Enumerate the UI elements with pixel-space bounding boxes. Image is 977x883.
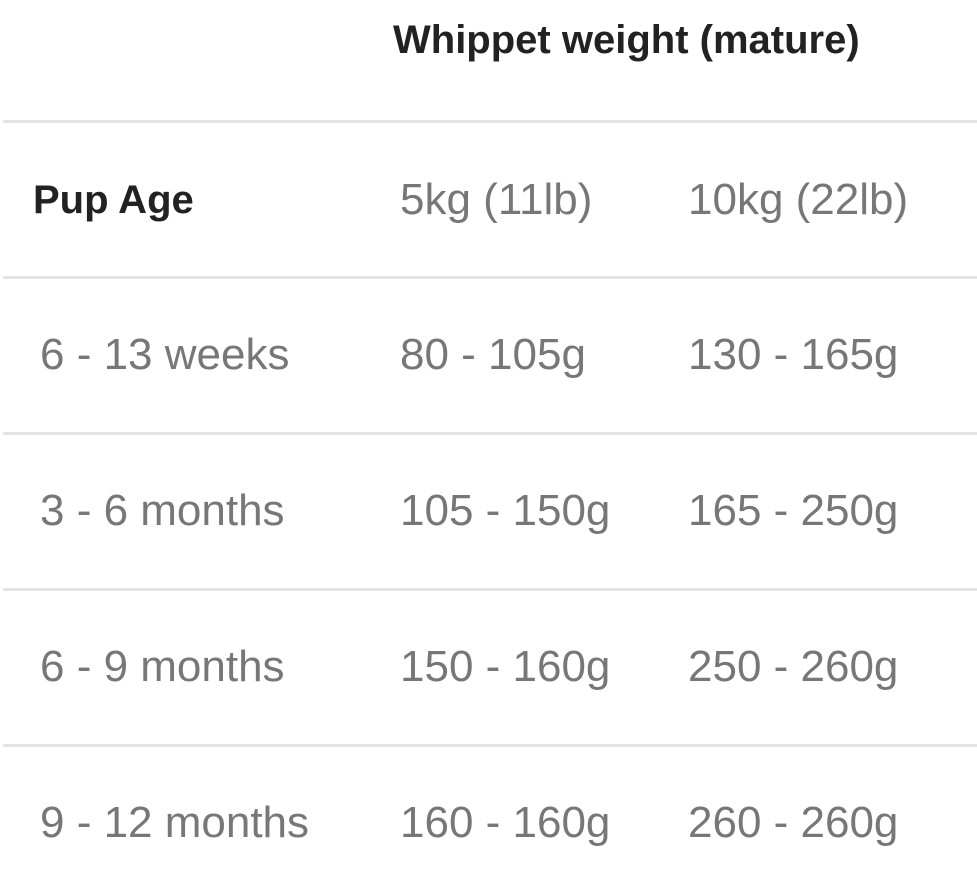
5kg-cell: 150 - 160g: [400, 642, 611, 691]
age-cell: 6 - 13 weeks: [40, 330, 290, 379]
10kg-cell: 165 - 250g: [688, 486, 899, 535]
divider: [3, 276, 977, 279]
header-10kg: 10kg (22lb): [688, 175, 909, 224]
divider: [3, 744, 977, 747]
5kg-cell: 80 - 105g: [400, 330, 586, 379]
10kg-cell: 250 - 260g: [688, 642, 899, 691]
10kg-cell: 260 - 260g: [688, 798, 899, 847]
age-cell: 9 - 12 months: [40, 798, 310, 847]
age-cell: 3 - 6 months: [40, 486, 285, 535]
divider: [3, 120, 977, 123]
header-pup-age: Pup Age: [33, 178, 194, 222]
age-cell: 6 - 9 months: [40, 642, 285, 691]
divider: [3, 588, 977, 591]
divider: [3, 432, 977, 435]
5kg-cell: 160 - 160g: [400, 798, 611, 847]
table-title: Whippet weight (mature): [393, 18, 860, 62]
header-5kg: 5kg (11lb): [400, 175, 593, 224]
5kg-cell: 105 - 150g: [400, 486, 611, 535]
10kg-cell: 130 - 165g: [688, 330, 899, 379]
